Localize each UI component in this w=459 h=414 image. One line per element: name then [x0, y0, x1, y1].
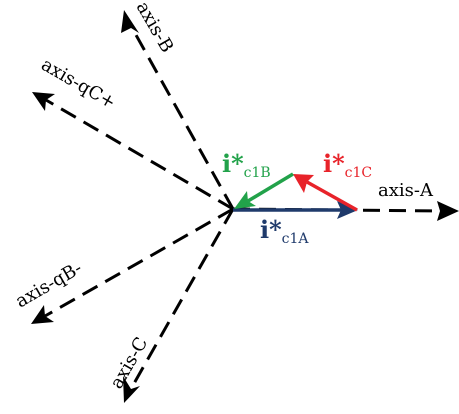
axis-b: [121, 10, 235, 210]
vector-c1a-label-main: i*: [260, 215, 282, 244]
axis-c-arrowhead: [123, 376, 140, 403]
vector-c1b-label-main: i*: [222, 149, 244, 178]
axis-qb: [31, 207, 234, 324]
vector-c1b-label: i*c1B: [222, 149, 271, 181]
vector-c1b-arrowhead: [234, 191, 256, 209]
vector-c1c-arrowhead: [293, 174, 314, 193]
axis-a-label: axis-A: [378, 180, 434, 201]
axis-a-arrowhead: [437, 201, 459, 221]
vector-c1b-line: [247, 172, 294, 203]
vector-c1a: [233, 201, 358, 219]
axis-qc-arrowhead: [32, 92, 55, 111]
vector-c1a-arrowhead: [337, 201, 358, 219]
axis-b-line: [129, 25, 235, 210]
axis-b-label: axis-B: [132, 0, 178, 56]
vector-c1a-label: i*c1A: [260, 215, 309, 247]
vector-c1c-line: [306, 180, 358, 212]
axis-qb-label: axis-qB-: [12, 258, 86, 313]
vector-c1c-label-main: i*: [323, 149, 345, 178]
vector-c1a-label-sub: c1A: [282, 231, 310, 247]
axis-qc: [32, 92, 234, 211]
axis-c: [123, 208, 235, 403]
vector-c1c-label-sub: c1C: [345, 165, 372, 181]
vector-c1c: [293, 174, 358, 212]
axis-b-arrowhead: [121, 10, 139, 33]
axis-qc-label: axis-qC+: [38, 54, 120, 113]
vector-c1c-label: i*c1C: [323, 149, 372, 181]
axis-c-line: [130, 208, 235, 388]
vector-c1b-label-sub: c1B: [244, 165, 271, 181]
vector-c1b: [234, 172, 294, 209]
axis-qb-line: [44, 207, 234, 318]
axis-qb-arrowhead: [31, 305, 54, 324]
axis-qc-line: [45, 98, 234, 211]
axis-c-label: axis-C: [106, 334, 152, 393]
